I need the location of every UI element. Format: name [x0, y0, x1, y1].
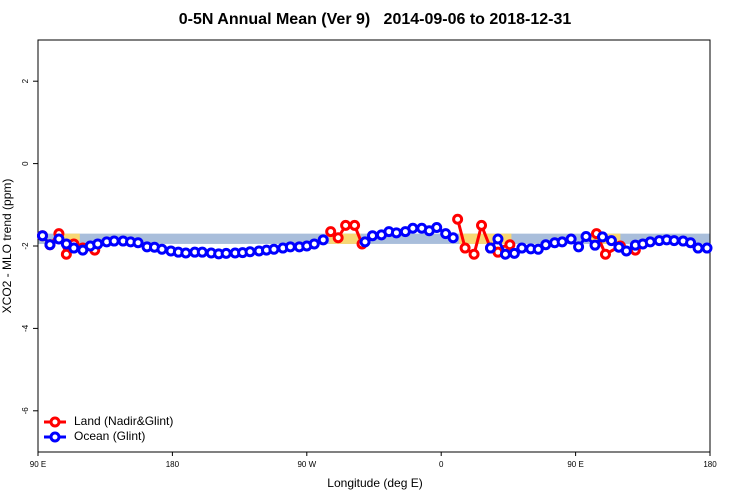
data-point: [685, 237, 697, 249]
data-point: [644, 236, 656, 248]
legend-marker: [49, 416, 61, 428]
data-point: [484, 242, 496, 254]
data-point: [556, 236, 568, 248]
chart-title: 0-5N Annual Mean (Ver 9) 2014-09-06 to 2…: [179, 11, 572, 28]
x-tick-label: 180: [703, 460, 717, 469]
data-point: [332, 232, 344, 244]
data-point: [589, 239, 601, 251]
data-point: [452, 213, 464, 225]
data-point: [268, 243, 280, 255]
data-point: [431, 221, 443, 233]
legend-label: Land (Nadir&Glint): [74, 414, 173, 428]
data-point: [53, 233, 65, 245]
data-point: [180, 247, 192, 259]
y-tick-label: 2: [21, 78, 30, 83]
data-point: [596, 231, 608, 243]
data-point: [132, 237, 144, 249]
legend-marker: [49, 431, 61, 443]
series: [36, 221, 713, 260]
data-point: [308, 238, 320, 250]
data-point: [68, 242, 80, 254]
data-point: [284, 241, 296, 253]
land-band: [329, 233, 361, 244]
data-point: [668, 235, 680, 247]
data-point: [504, 239, 516, 251]
x-tick-label: 90 E: [567, 460, 583, 469]
data-point: [573, 241, 585, 253]
x-tick-label: 90 E: [30, 460, 46, 469]
data-point: [44, 239, 56, 251]
y-tick-label: 0: [21, 161, 30, 166]
data-point: [492, 233, 504, 245]
data-point: [156, 243, 168, 255]
data-point: [349, 219, 361, 231]
x-axis-label: Longitude (deg E): [327, 476, 422, 490]
data-point: [599, 248, 611, 260]
data-point: [36, 230, 48, 242]
data-point: [244, 246, 256, 258]
data-point: [459, 242, 471, 254]
data-point: [447, 232, 459, 244]
x-tick-label: 0: [439, 460, 444, 469]
x-tick-label: 90 W: [297, 460, 316, 469]
land-band: [61, 233, 80, 244]
data-point: [620, 245, 632, 257]
data-point: [196, 246, 208, 258]
data-point: [359, 236, 371, 248]
data-point: [317, 234, 329, 246]
data-point: [565, 233, 577, 245]
data-point: [468, 248, 480, 260]
data-point: [540, 239, 552, 251]
data-point: [340, 219, 352, 231]
data-point: [407, 222, 419, 234]
data-point: [692, 242, 704, 254]
data-point: [532, 243, 544, 255]
data-point: [108, 235, 120, 247]
y-axis-label: XCO2 - MLO trend (ppm): [0, 179, 14, 314]
y-tick-label: -2: [21, 242, 30, 250]
data-point: [367, 230, 379, 242]
data-point: [390, 227, 402, 239]
data-point: [580, 231, 592, 243]
data-point: [516, 242, 528, 254]
y-tick-label: -4: [21, 324, 30, 332]
y-tick-label: -6: [21, 407, 30, 415]
data-point: [92, 238, 104, 250]
data-point: [325, 226, 337, 238]
data-point: [60, 248, 72, 260]
data-point: [605, 235, 617, 247]
data-point: [508, 247, 520, 259]
data-point: [476, 219, 488, 231]
data-point: [701, 242, 713, 254]
data-point: [220, 247, 232, 259]
legend-label: Ocean (Glint): [74, 429, 145, 443]
x-tick-label: 180: [166, 460, 180, 469]
data-point: [499, 248, 511, 260]
